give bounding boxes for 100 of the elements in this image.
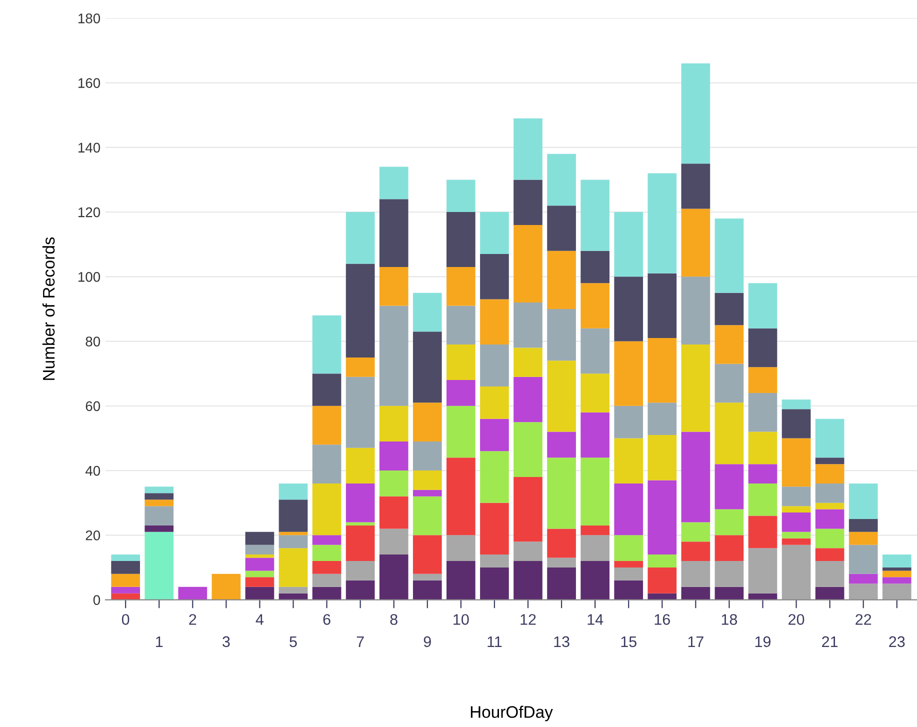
bar xyxy=(278,483,308,500)
bar xyxy=(111,554,140,561)
x-tick-label: 20 xyxy=(788,614,804,625)
bar xyxy=(547,458,576,529)
bar xyxy=(815,509,844,529)
bar xyxy=(681,586,710,600)
bar xyxy=(480,418,509,452)
bar xyxy=(379,528,408,555)
x-tick-label: 22 xyxy=(856,614,872,625)
bar xyxy=(412,496,442,536)
bar xyxy=(614,561,644,568)
bar xyxy=(681,432,710,522)
bar xyxy=(514,348,542,377)
bar xyxy=(346,522,375,526)
bar xyxy=(514,224,542,303)
bar xyxy=(514,476,542,542)
bar xyxy=(614,406,644,438)
bar xyxy=(144,486,174,494)
bar xyxy=(480,502,509,555)
bar xyxy=(446,212,476,267)
bar xyxy=(412,535,442,574)
x-tick-label: 9 xyxy=(424,636,431,648)
x-axis-title: HourOfDay xyxy=(470,706,553,722)
bar xyxy=(245,558,274,571)
bar xyxy=(480,386,509,419)
bar xyxy=(144,493,174,500)
bar xyxy=(648,554,677,568)
bar xyxy=(714,218,744,293)
bar xyxy=(580,535,610,561)
bar xyxy=(379,199,408,267)
bar xyxy=(580,561,610,600)
bar xyxy=(614,341,644,406)
bar xyxy=(815,464,844,484)
bar xyxy=(379,554,408,600)
bar xyxy=(714,292,744,326)
bar xyxy=(748,367,778,393)
bar xyxy=(412,470,442,490)
bar xyxy=(614,276,644,342)
bar xyxy=(547,432,576,458)
bar xyxy=(514,302,542,348)
bar xyxy=(748,432,778,464)
bar xyxy=(346,580,375,600)
bar xyxy=(681,208,710,277)
bar xyxy=(312,535,342,545)
bar xyxy=(412,402,442,442)
bar xyxy=(782,409,811,438)
x-tick-label: 5 xyxy=(290,636,297,648)
bar xyxy=(614,483,644,536)
bar xyxy=(681,561,710,587)
y-tick-label: 120 xyxy=(78,207,100,218)
x-tick-label: 15 xyxy=(621,636,636,648)
bar xyxy=(144,500,174,506)
bar xyxy=(412,292,442,332)
bar xyxy=(480,554,509,568)
bar xyxy=(815,528,844,548)
bar xyxy=(379,496,408,529)
bar xyxy=(614,567,644,580)
bar xyxy=(580,458,610,526)
x-tick-label: 11 xyxy=(488,636,502,647)
bar xyxy=(379,166,408,200)
x-tick-label: 13 xyxy=(554,636,570,648)
bar xyxy=(514,180,542,225)
y-tick-label: 160 xyxy=(78,78,100,88)
bar xyxy=(278,548,308,587)
bar xyxy=(782,538,811,545)
bar xyxy=(714,535,744,561)
bar xyxy=(446,306,476,345)
bar xyxy=(815,548,844,561)
bar xyxy=(648,173,677,274)
bar xyxy=(446,406,476,458)
bar xyxy=(748,516,778,548)
bar xyxy=(446,180,476,212)
bar xyxy=(379,470,408,496)
bar xyxy=(782,486,811,506)
bar xyxy=(848,584,878,600)
bar xyxy=(312,406,342,445)
bar xyxy=(412,332,442,403)
bar xyxy=(111,561,140,574)
bar xyxy=(245,532,274,545)
bar xyxy=(245,586,274,600)
bar xyxy=(748,464,778,484)
bar xyxy=(848,483,878,519)
bar xyxy=(815,418,844,458)
bar xyxy=(882,577,912,584)
x-tick-label: 21 xyxy=(822,636,838,647)
bar xyxy=(480,212,509,254)
bar xyxy=(278,532,308,536)
bar xyxy=(111,586,140,594)
bar xyxy=(446,380,476,406)
bar xyxy=(580,283,610,328)
bar xyxy=(714,325,744,364)
bar xyxy=(346,525,375,561)
bar xyxy=(782,399,811,410)
bar xyxy=(782,512,811,532)
bar xyxy=(547,250,576,309)
bar xyxy=(748,392,778,432)
bar xyxy=(144,532,174,600)
bar xyxy=(714,402,744,464)
bar xyxy=(346,212,375,264)
bar xyxy=(312,444,342,484)
